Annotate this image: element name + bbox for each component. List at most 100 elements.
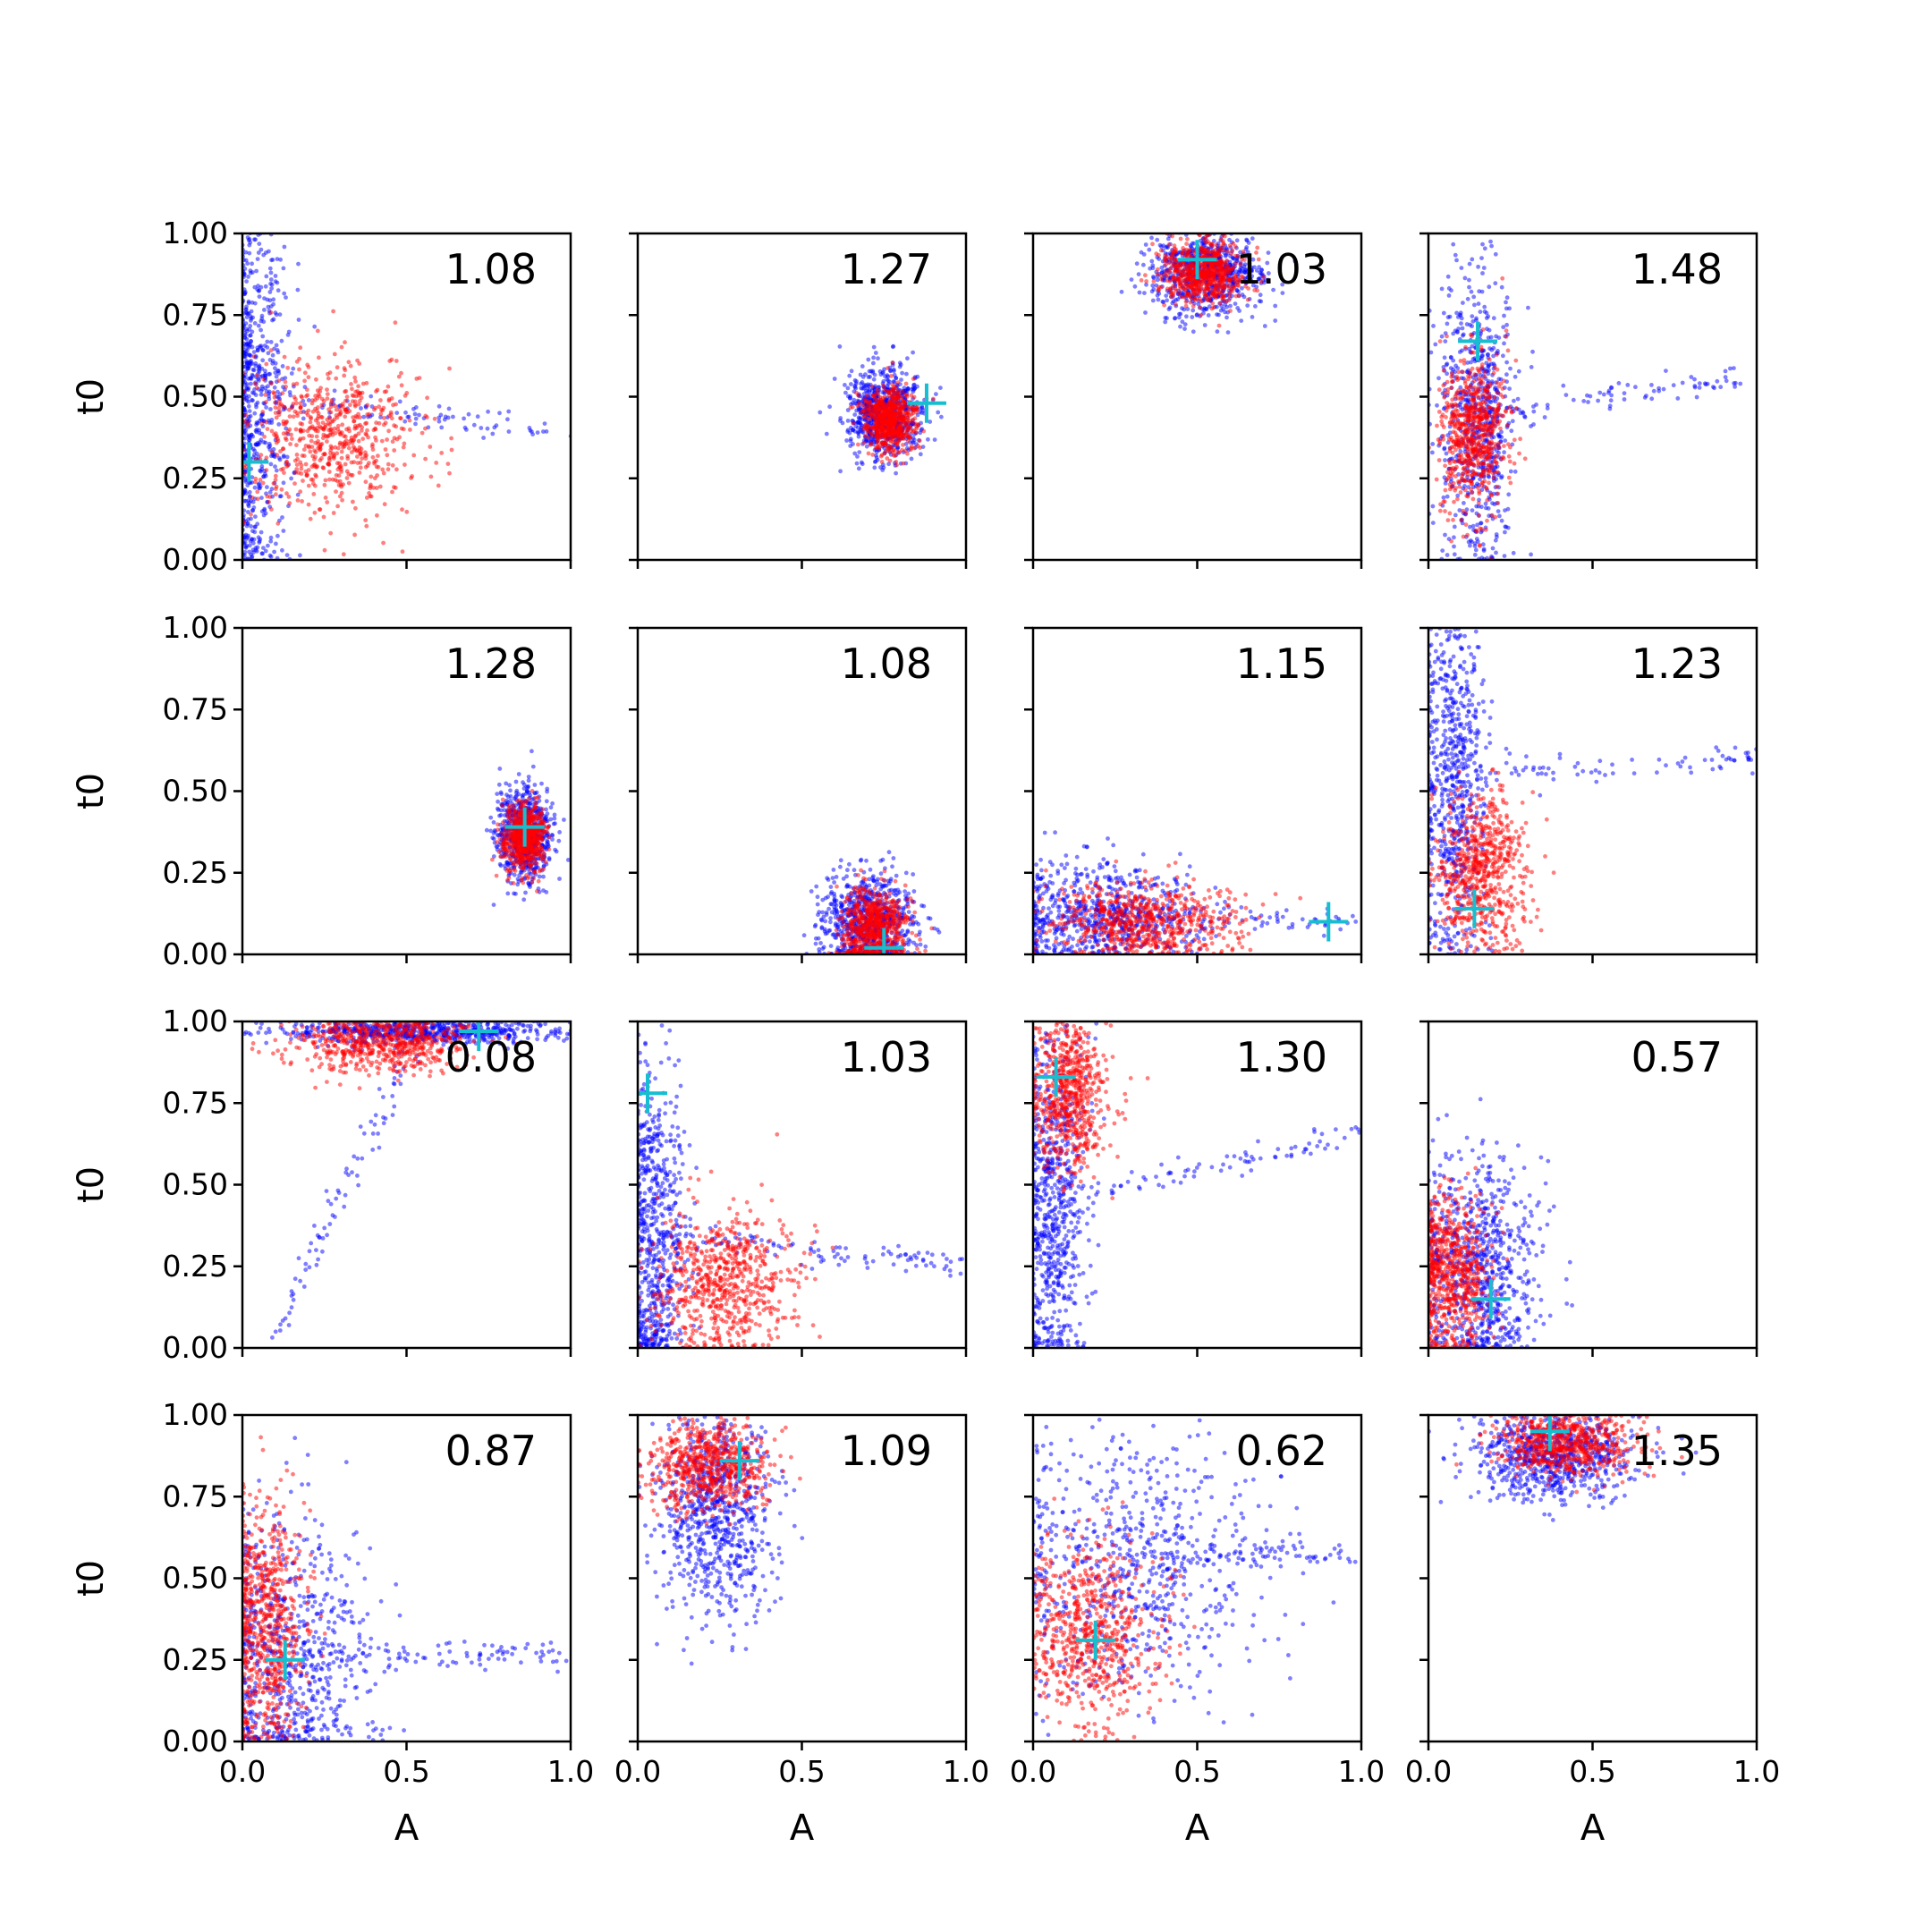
point-blue: [244, 398, 250, 402]
point-red: [399, 370, 403, 376]
point-red: [1238, 262, 1243, 267]
point-blue: [253, 524, 258, 530]
point-red: [850, 404, 855, 410]
point-red: [312, 510, 318, 515]
point-blue: [1453, 363, 1458, 369]
point-red: [282, 354, 287, 360]
point-blue: [269, 418, 275, 422]
point-red: [386, 467, 391, 472]
point-red: [436, 483, 441, 488]
point-red: [357, 391, 361, 395]
point-red: [894, 460, 899, 464]
point-red: [1175, 275, 1181, 281]
point-blue: [1159, 265, 1165, 270]
panel-value: 1.27: [841, 245, 932, 293]
point-red: [294, 443, 299, 447]
point-blue: [254, 442, 259, 447]
point-red: [335, 504, 340, 509]
point-red: [1224, 258, 1229, 263]
point-blue: [260, 358, 266, 363]
point-blue: [254, 451, 259, 456]
point-red: [897, 416, 902, 421]
point-red: [306, 483, 311, 488]
point-red: [301, 447, 307, 452]
point-red: [262, 434, 267, 439]
point-red: [319, 396, 325, 402]
point-red: [333, 430, 338, 436]
point-blue: [1680, 380, 1685, 386]
point-red: [332, 453, 336, 458]
point-blue: [1513, 374, 1518, 379]
point-blue: [1472, 210, 1477, 215]
point-red: [360, 456, 365, 461]
point-blue: [442, 417, 447, 422]
point-blue: [281, 454, 286, 460]
point-red: [356, 438, 361, 444]
point-blue: [287, 390, 292, 394]
point-blue: [1445, 274, 1451, 279]
point-red: [349, 382, 353, 386]
point-blue: [252, 301, 258, 306]
point-red: [1216, 283, 1221, 288]
point-blue: [256, 368, 261, 372]
point-blue: [911, 386, 916, 391]
point-blue: [1165, 298, 1169, 303]
point-red: [355, 461, 360, 465]
point-red: [1163, 257, 1168, 262]
point-blue: [247, 237, 252, 242]
point-blue: [277, 457, 283, 462]
y-tick-label: 0.75: [163, 297, 228, 332]
point-blue: [1479, 353, 1485, 359]
point-blue: [257, 378, 261, 383]
point-red: [346, 471, 352, 477]
point-blue: [1504, 300, 1508, 305]
point-blue: [258, 247, 264, 252]
point-blue: [1455, 493, 1461, 498]
point-blue: [497, 411, 502, 416]
point-red: [332, 426, 337, 431]
point-red: [342, 373, 347, 378]
point-blue: [412, 411, 418, 417]
point-blue: [265, 485, 269, 489]
point-red: [375, 513, 379, 518]
point-blue: [264, 389, 269, 394]
point-blue: [1493, 538, 1498, 543]
point-blue: [1606, 390, 1611, 395]
point-red: [904, 393, 910, 398]
point-red: [439, 451, 445, 455]
point-blue: [1489, 361, 1494, 367]
point-blue: [1460, 326, 1465, 331]
point-blue: [247, 250, 252, 256]
point-red: [1203, 292, 1208, 298]
point-blue: [1723, 375, 1728, 379]
point-red: [353, 433, 359, 438]
point-blue: [1493, 251, 1498, 257]
point-blue: [871, 360, 876, 366]
point-blue: [855, 454, 860, 459]
point-red: [299, 471, 304, 476]
point-blue: [1671, 383, 1676, 388]
point-blue: [275, 280, 280, 285]
point-blue: [1257, 276, 1261, 281]
point-blue: [245, 197, 250, 201]
point-red: [298, 489, 303, 495]
subplot-2: 1.27: [629, 232, 968, 569]
point-blue: [1504, 295, 1510, 301]
point-blue: [270, 352, 275, 358]
point-blue: [446, 406, 452, 411]
point-red: [298, 429, 303, 434]
point-blue: [262, 153, 267, 157]
point-blue: [332, 388, 337, 394]
point-blue: [1542, 415, 1547, 419]
point-red: [880, 395, 886, 401]
point-blue: [1218, 225, 1223, 229]
point-blue: [1480, 542, 1486, 547]
point-blue: [298, 553, 302, 558]
point-red: [875, 435, 879, 440]
point-blue: [1444, 362, 1449, 368]
point-red: [311, 426, 316, 431]
point-blue: [1597, 390, 1603, 395]
point-blue: [1191, 329, 1196, 335]
point-blue: [849, 382, 853, 386]
point-red: [307, 433, 312, 438]
